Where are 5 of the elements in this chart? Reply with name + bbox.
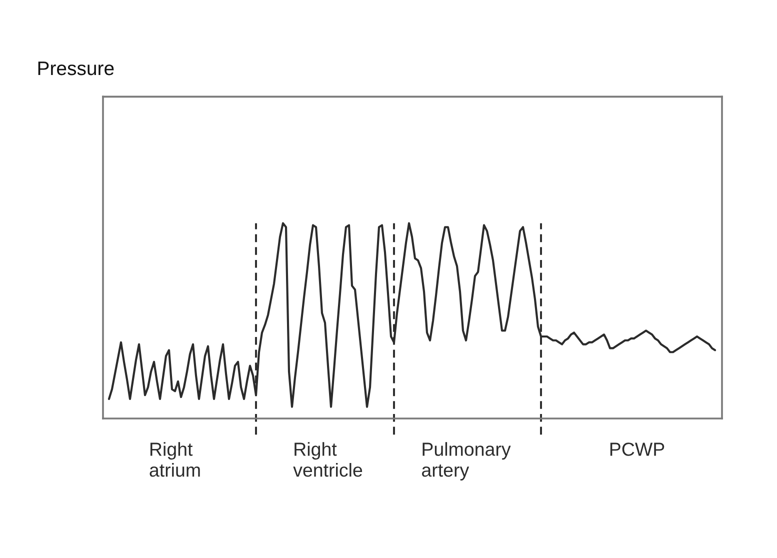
x-tick-label: Right atrium (150, 442, 200, 477)
x-tick-label: Right ventricle (293, 442, 362, 477)
text: Pressure (38, 62, 114, 76)
x-tick-label: PCWP (610, 442, 664, 456)
x-tick-label: Pulmonary artery (422, 442, 511, 480)
